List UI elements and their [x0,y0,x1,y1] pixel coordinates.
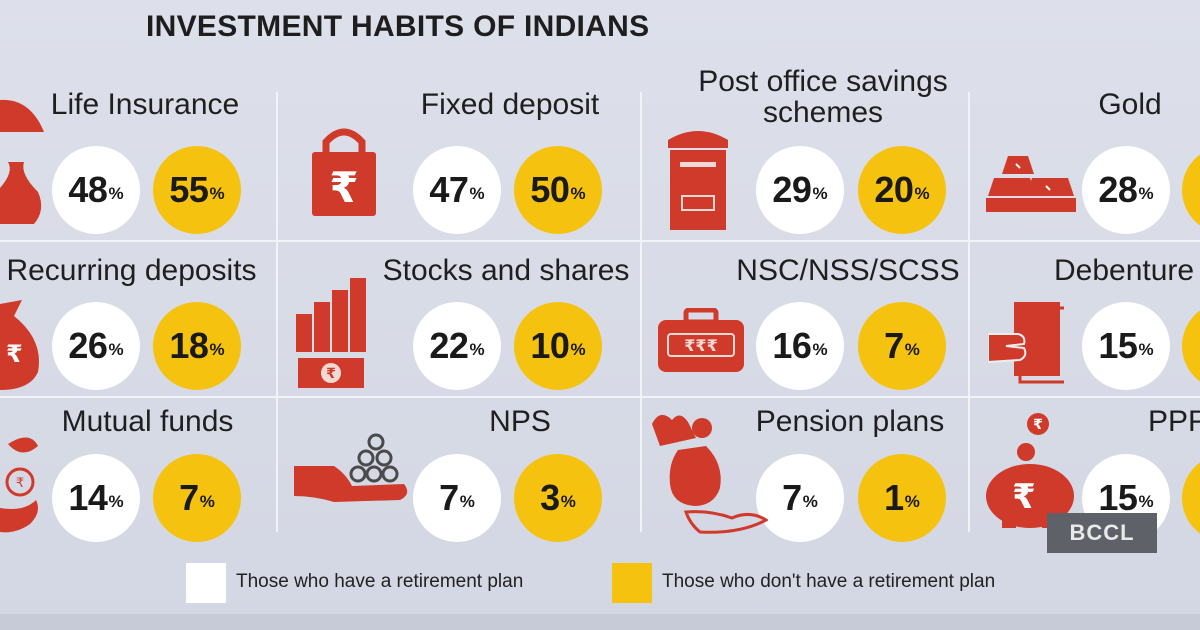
item-label-ppf: PPF [1148,405,1200,438]
grid-divider [0,396,1200,398]
svg-text:₹: ₹ [329,163,358,212]
legend-swatch-without-plan [612,563,652,603]
item-label-mutual-funds: Mutual funds [61,405,234,438]
legend-label-with-plan: Those who have a retirement plan [236,571,524,592]
grid-divider [276,92,278,532]
item-label-recurring-deposits: Recurring deposits [6,254,257,287]
value-circle-with-plan: 22% [413,302,501,390]
svg-text:₹: ₹ [1033,417,1043,433]
hand-plant-icon: ₹ [0,437,38,533]
item-label-stocks-and-shares: Stocks and shares [382,254,630,287]
infographic-title: INVESTMENT HABITS OF INDIANS [146,10,650,43]
value-circle-without-plan: 18% [153,302,241,390]
value-circle-with-plan: 7% [413,454,501,542]
gold-bars-icon [986,156,1076,212]
legend-label-without-plan: Those who don't have a retirement plan [662,571,996,592]
bottom-strip [0,614,1200,630]
value-circle-with-plan: 47% [413,146,501,234]
rising-bars-icon: ₹ [296,278,366,388]
rupee-briefcase-icon: ₹₹₹ [658,308,744,372]
value-circle-without-plan: 20% [858,146,946,234]
value-circle-with-plan: 48% [52,146,140,234]
hand-money-bag-icon [652,414,768,534]
value-circle-with-plan: 14% [52,454,140,542]
value-circle-without-plan: 7% [858,302,946,390]
value-circle-with-plan: 29% [756,146,844,234]
item-label-gold: Gold [1098,88,1162,121]
value-circle-without-plan: 3% [514,454,602,542]
svg-text:₹: ₹ [326,366,336,382]
value-circle-with-plan: 7% [756,454,844,542]
value-circle-with-plan: 16% [756,302,844,390]
svg-text:₹: ₹ [1012,477,1036,517]
umbrella-money-bag-icon [0,99,44,224]
rupee-bag-icon: ₹ [0,300,39,390]
value-circle-with-plan: 28% [1082,146,1170,234]
value-circle-without-plan [1182,146,1200,234]
value-circle-with-plan: 15% [1082,302,1170,390]
value-circle-without-plan: 50% [514,146,602,234]
value-circle-without-plan: 1% [858,454,946,542]
item-label-nps: NPS [489,405,551,438]
value-circle-without-plan: 10% [514,302,602,390]
svg-text:₹: ₹ [16,476,24,491]
svg-text:₹₹₹: ₹₹₹ [684,336,717,355]
item-label-debenture: Debenture [1054,254,1195,287]
grid-divider [968,92,970,532]
rupee-padlock-icon: ₹ [312,128,376,216]
item-label-post-office-savings: Post office savings schemes [698,65,948,129]
svg-text:₹: ₹ [6,340,23,368]
value-circle-without-plan [1182,454,1200,542]
item-label-life-insurance: Life Insurance [50,88,240,121]
value-circle-with-plan: 26% [52,302,140,390]
value-circle-without-plan [1182,302,1200,390]
item-label-nsc-nss-scss: NSC/NSS/SCSS [736,254,960,287]
legend-swatch-with-plan [186,563,226,603]
post-box-icon [668,131,728,230]
watermark-badge: BCCL [1047,513,1157,553]
hand-coins-icon [294,433,408,502]
piggy-bank-icon: ₹ ₹ [986,413,1074,528]
item-label-fixed-deposit: Fixed deposit [420,88,600,121]
item-label-pension-plans: Pension plans [755,405,945,438]
grid-divider [640,92,642,532]
value-circle-without-plan: 7% [153,454,241,542]
hand-document-icon [988,302,1064,384]
grid-divider [0,240,1200,242]
value-circle-without-plan: 55% [153,146,241,234]
